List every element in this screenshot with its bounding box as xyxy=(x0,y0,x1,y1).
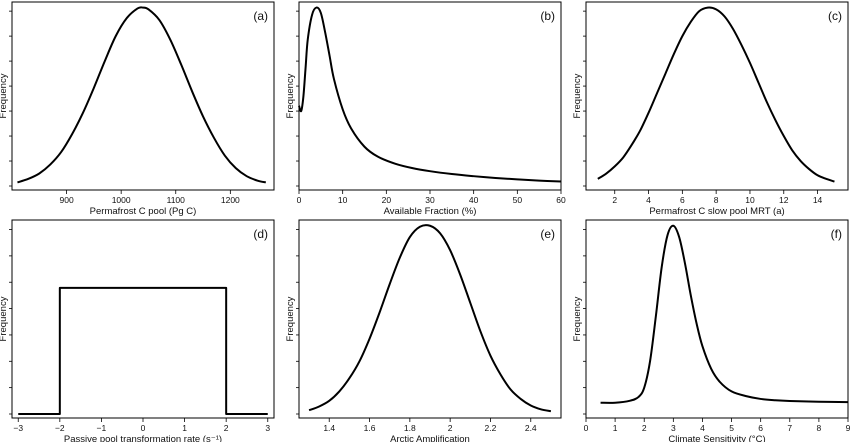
panel-b: 0 10 20 30 40 50 60 Available Fraction (%) Frequ… xyxy=(285,1,566,217)
x-tick-label: 50 xyxy=(513,195,523,205)
x-tick-label: −2 xyxy=(55,423,65,433)
x-tick-label: 3 xyxy=(265,423,270,433)
x-tick-label: 40 xyxy=(469,195,479,205)
x-tick-label: −1 xyxy=(97,423,107,433)
x-tick-label: 6 xyxy=(758,423,763,433)
x-axis-title: Arctic Amplification xyxy=(390,434,470,442)
plot-frame xyxy=(585,219,849,419)
panel-e: 1.4 1.6 1.8 2 2.2 2.4 Arctic Amplification Freq… xyxy=(285,219,562,442)
y-axis-title: Frequency xyxy=(572,296,583,341)
x-tick-label: 14 xyxy=(813,195,823,205)
x-tick-label: 4 xyxy=(700,423,705,433)
x-tick-label: 0 xyxy=(297,195,302,205)
x-tick-label: 12 xyxy=(779,195,789,205)
x-axis-title: Permafrost C slow pool MRT (a) xyxy=(649,206,784,217)
panel-tag: (e) xyxy=(540,227,555,241)
panel-tag: (f) xyxy=(831,227,842,241)
plot-frame xyxy=(585,1,849,191)
x-tick-label: 1000 xyxy=(112,195,131,205)
x-tick-label: 2.4 xyxy=(525,423,537,433)
plot-frame xyxy=(298,219,562,419)
x-axis-title: Permafrost C pool (Pg C) xyxy=(90,206,197,217)
plot-frame xyxy=(11,219,275,419)
panel-c: 2 4 6 8 10 12 14 Permafrost C slow pool MRT (a)… xyxy=(572,1,849,217)
x-tick-label: −3 xyxy=(13,423,23,433)
x-tick-label: 5 xyxy=(729,423,734,433)
panel-a: 900 1000 1100 1200 Permafrost C pool (Pg C) F… xyxy=(0,1,275,217)
x-tick-label: 1.4 xyxy=(323,423,335,433)
x-tick-label: 900 xyxy=(59,195,73,205)
x-tick-label: 1.6 xyxy=(364,423,376,433)
plot-frame xyxy=(11,1,275,191)
frequency-curve xyxy=(17,6,267,184)
panel-tag: (d) xyxy=(253,227,268,241)
x-tick-label: 60 xyxy=(556,195,566,205)
x-tick-label: 9 xyxy=(846,423,850,433)
panel-tag: (b) xyxy=(540,9,555,23)
x-tick-label: 10 xyxy=(745,195,755,205)
x-tick-label: 8 xyxy=(817,423,822,433)
x-axis-title: Climate Sensitivity (°C) xyxy=(668,434,765,442)
frequency-curve xyxy=(308,224,552,413)
x-tick-label: 6 xyxy=(680,195,685,205)
panel-d: −3 −2 −1 0 1 2 3 Passive pool transformation ra… xyxy=(0,219,275,442)
panel-f: 0 1 2 3 4 5 6 7 8 9 Climate Sensitivity (°C) Freque… xyxy=(572,219,850,442)
frequency-curve xyxy=(600,224,849,404)
y-axis-title: Frequency xyxy=(285,73,296,118)
panel-tag: (c) xyxy=(828,9,842,23)
x-axis-title: Available Fraction (%) xyxy=(384,206,477,217)
panel-tag: (a) xyxy=(253,9,268,23)
y-axis-title: Frequency xyxy=(0,73,9,118)
x-tick-label: 8 xyxy=(714,195,719,205)
frequency-curve xyxy=(18,286,268,415)
y-axis-title: Frequency xyxy=(572,73,583,118)
x-tick-label: 2 xyxy=(224,423,229,433)
x-tick-label: 30 xyxy=(425,195,435,205)
x-axis-title: Passive pool transformation rate (s⁻¹) xyxy=(64,434,222,442)
x-tick-label: 2 xyxy=(612,195,617,205)
x-tick-label: 7 xyxy=(787,423,792,433)
x-tick-label: 1.8 xyxy=(404,423,416,433)
x-tick-label: 1100 xyxy=(167,195,186,205)
x-tick-label: 0 xyxy=(584,423,589,433)
x-tick-label: 10 xyxy=(338,195,348,205)
x-tick-label: 4 xyxy=(646,195,651,205)
x-tick-label: 2 xyxy=(642,423,647,433)
x-tick-label: 1 xyxy=(182,423,187,433)
y-axis-title: Frequency xyxy=(285,296,296,341)
y-axis-title: Frequency xyxy=(0,296,9,341)
x-tick-label: 0 xyxy=(141,423,146,433)
x-tick-label: 2 xyxy=(448,423,453,433)
x-tick-label: 1 xyxy=(613,423,618,433)
x-tick-label: 20 xyxy=(382,195,392,205)
x-tick-label: 1200 xyxy=(221,195,240,205)
x-tick-label: 3 xyxy=(671,423,676,433)
frequency-curve xyxy=(298,6,562,183)
frequency-curve xyxy=(597,6,835,183)
x-tick-label: 2.2 xyxy=(485,423,497,433)
